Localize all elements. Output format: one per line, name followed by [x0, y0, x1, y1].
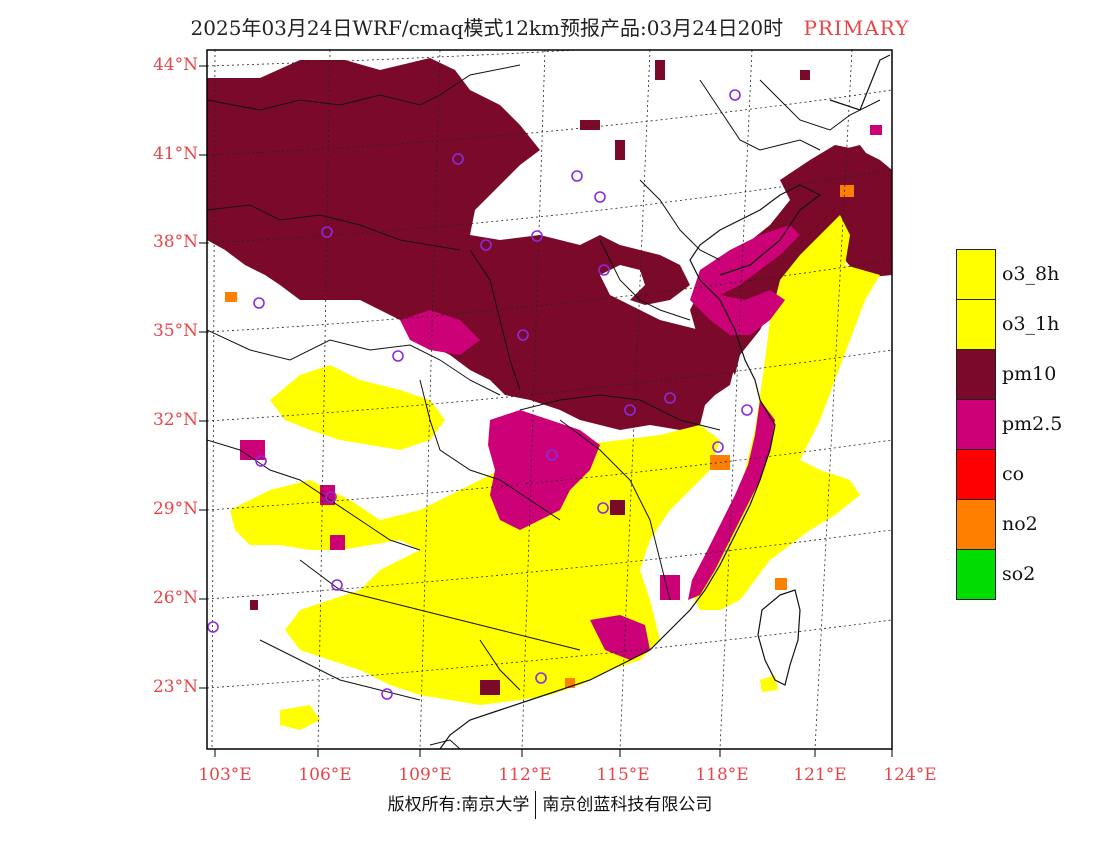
lon-label: 106°E: [298, 765, 352, 785]
copyright-footer: 版权所有:南京大学 南京创蓝科技有限公司: [0, 790, 1100, 819]
pm25-region-sw: [590, 615, 650, 660]
copyright-right: 南京创蓝科技有限公司: [542, 795, 713, 815]
legend-swatch: [956, 449, 996, 500]
o3-region-sichuan: [270, 365, 445, 450]
pm10-region: [207, 58, 735, 430]
legend-swatch: [956, 349, 996, 400]
pm25-region-central: [488, 410, 600, 530]
legend-label: o3_1h: [1002, 313, 1060, 335]
legend-item-pm25: pm2.5: [956, 399, 1096, 450]
map-title: 2025年03月24日WRF/cmaq模式12km预报产品:03月24日20时 …: [0, 12, 1100, 41]
legend-label: co: [1002, 463, 1025, 485]
legend-swatch: [956, 249, 996, 300]
title-tag: PRIMARY: [803, 16, 910, 40]
lat-label: 32°N: [152, 410, 198, 430]
legend-swatch: [956, 399, 996, 450]
lon-label: 103°E: [198, 765, 252, 785]
legend-item-pm10: pm10: [956, 349, 1096, 400]
legend-label: pm10: [1002, 363, 1057, 385]
title-main: 2025年03月24日WRF/cmaq模式12km预报产品:03月24日20时: [190, 16, 784, 40]
o3-region-yunnan: [280, 705, 320, 730]
lat-label: 35°N: [152, 321, 198, 341]
legend-label: o3_8h: [1002, 263, 1060, 285]
graticule: [207, 50, 892, 749]
lat-label: 41°N: [152, 144, 198, 164]
taiwan-outline: [757, 589, 801, 686]
copyright-left: 版权所有:南京大学: [387, 795, 530, 815]
lat-label: 44°N: [152, 55, 198, 75]
lon-label: 115°E: [596, 765, 650, 785]
lat-label: 38°N: [152, 232, 198, 252]
lon-label: 124°E: [883, 765, 937, 785]
pm10-region-ne: [820, 145, 875, 195]
footer-divider: [535, 791, 537, 819]
legend-item-co: co: [956, 449, 1096, 500]
lon-label: 109°E: [398, 765, 452, 785]
legend-item-o3-8h: o3_8h: [956, 249, 1096, 300]
legend-swatch: [956, 549, 996, 600]
map-frame: [206, 49, 893, 750]
lon-label: 118°E: [695, 765, 749, 785]
hainan-outline: [429, 739, 461, 749]
o3-region-south: [230, 425, 720, 705]
legend-label: so2: [1002, 563, 1036, 585]
legend-item-o3-1h: o3_1h: [956, 299, 1096, 350]
lat-label: 26°N: [152, 588, 198, 608]
legend-item-no2: no2: [956, 499, 1096, 550]
pm10-speckles: [250, 60, 810, 695]
lat-label: 29°N: [152, 499, 198, 519]
station-markers: [207, 89, 753, 700]
legend-label: pm2.5: [1002, 413, 1063, 435]
legend-item-so2: so2: [956, 549, 1096, 600]
pm25-region-coastal: [688, 400, 775, 600]
axis-ticks: [199, 65, 893, 757]
lon-label: 121°E: [793, 765, 847, 785]
legend-label: no2: [1002, 513, 1038, 535]
lon-label: 112°E: [498, 765, 552, 785]
pm25-region-band: [690, 225, 800, 335]
pm25-region-west: [400, 310, 480, 355]
legend-swatch: [956, 499, 996, 550]
province-boundaries: [207, 64, 881, 701]
o3-region-taiwan: [760, 675, 778, 692]
legend-swatch: [956, 299, 996, 350]
lat-label: 23°N: [152, 677, 198, 697]
coastline: [439, 54, 891, 749]
